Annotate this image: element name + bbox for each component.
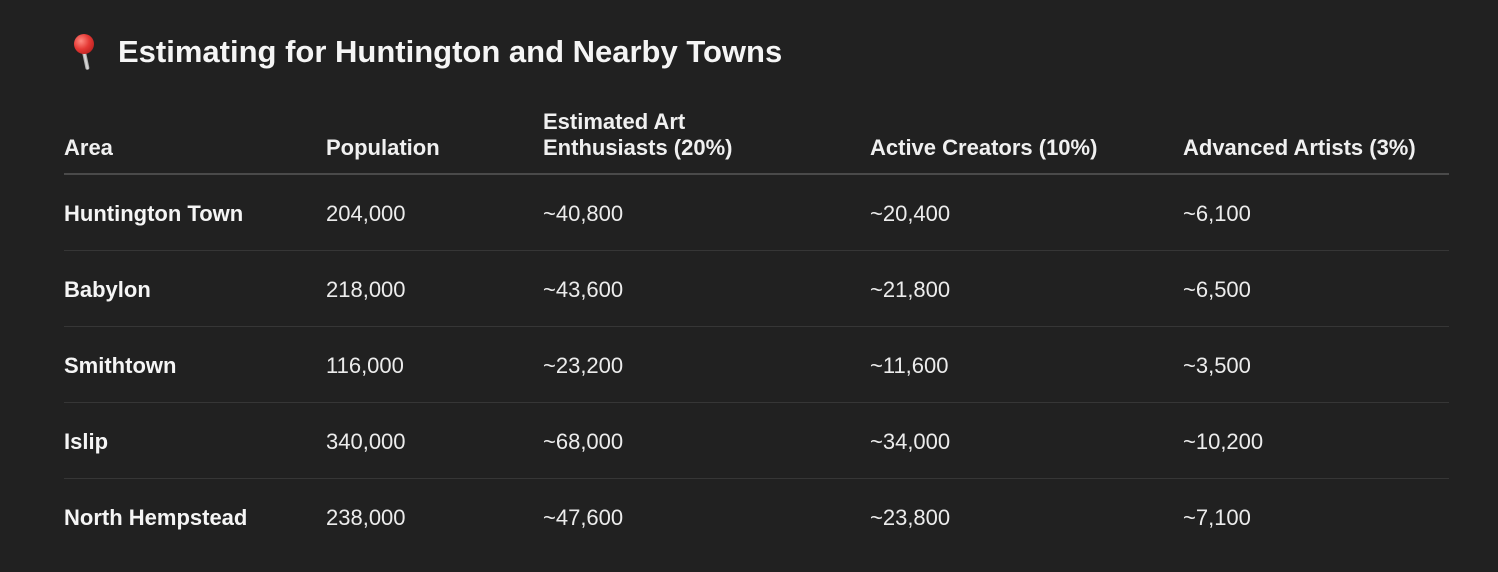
advanced-artists-cell: ~10,200 <box>1183 428 1264 454</box>
advanced-artists-cell: ~6,100 <box>1183 200 1251 226</box>
column-header-art-enthusiasts: Estimated Art Enthusiasts (20%) <box>543 109 733 160</box>
round-pushpin-icon <box>68 30 102 74</box>
table-row: North Hempstead 238,000 ~47,600 ~23,800 … <box>64 479 1449 554</box>
art-enthusiasts-cell: ~47,600 <box>543 504 624 530</box>
area-cell: North Hempstead <box>64 504 248 530</box>
population-cell: 116,000 <box>326 352 404 378</box>
column-header-area: Area <box>64 135 113 160</box>
advanced-artists-cell: ~6,500 <box>1183 276 1251 302</box>
section-title: Estimating for Huntington and Nearby Tow… <box>118 34 783 69</box>
population-cell: 340,000 <box>326 428 406 454</box>
active-creators-cell: ~23,800 <box>870 504 951 530</box>
population-cell: 238,000 <box>326 504 406 530</box>
active-creators-cell: ~21,800 <box>870 276 951 302</box>
table-row: Smithtown 116,000 ~23,200 ~11,600 ~3,500 <box>64 327 1449 403</box>
advanced-artists-cell: ~3,500 <box>1183 352 1251 378</box>
table-header-row: Area Population Estimated Art Enthusiast… <box>64 104 1449 175</box>
area-cell: Babylon <box>64 276 151 302</box>
art-enthusiasts-cell: ~43,600 <box>543 276 624 302</box>
active-creators-cell: ~34,000 <box>870 428 951 454</box>
column-header-population: Population <box>326 135 440 160</box>
column-header-active-creators: Active Creators (10%) <box>870 135 1098 160</box>
section-heading: Estimating for Huntington and Nearby Tow… <box>68 30 782 74</box>
art-enthusiasts-cell: ~68,000 <box>543 428 624 454</box>
table-row: Babylon 218,000 ~43,600 ~21,800 ~6,500 <box>64 251 1449 327</box>
table-row: Huntington Town 204,000 ~40,800 ~20,400 … <box>64 175 1449 251</box>
active-creators-cell: ~20,400 <box>870 200 951 226</box>
population-cell: 218,000 <box>326 276 406 302</box>
area-cell: Islip <box>64 428 109 454</box>
art-enthusiasts-cell: ~23,200 <box>543 352 624 378</box>
advanced-artists-cell: ~7,100 <box>1183 504 1251 530</box>
active-creators-cell: ~11,600 <box>870 352 949 378</box>
art-enthusiasts-cell: ~40,800 <box>543 200 624 226</box>
area-cell: Huntington Town <box>64 200 244 226</box>
population-cell: 204,000 <box>326 200 406 226</box>
estimates-table: Area Population Estimated Art Enthusiast… <box>64 104 1449 554</box>
column-header-advanced-artists: Advanced Artists (3%) <box>1183 135 1416 160</box>
table-row: Islip 340,000 ~68,000 ~34,000 ~10,200 <box>64 403 1449 479</box>
area-cell: Smithtown <box>64 352 177 378</box>
